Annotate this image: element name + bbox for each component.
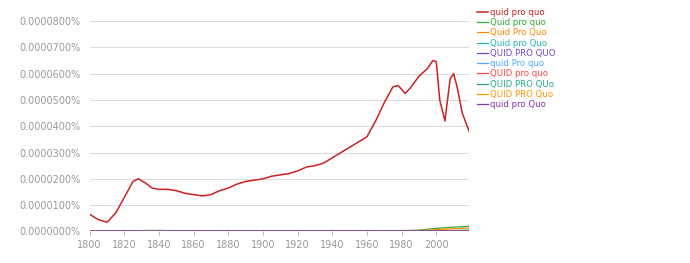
quid pro quo <box>408 84 416 87</box>
quid pro quo <box>198 194 206 198</box>
Quid pro Quo <box>465 229 473 232</box>
QUID PRO QUo <box>190 230 198 233</box>
quid pro Quo <box>425 229 433 233</box>
QUID PRO QUO <box>86 230 94 233</box>
Quid Pro Quo <box>288 229 297 232</box>
QUID PRO QUO <box>190 230 198 233</box>
Legend: quid pro quo, Quid pro quo, Quid Pro Quo, Quid pro Quo, QUID PRO QUO, quid Pro q: quid pro quo, Quid pro quo, Quid Pro Quo… <box>477 8 555 109</box>
Quid pro Quo <box>190 230 198 233</box>
quid pro Quo <box>406 229 415 233</box>
quid Pro quo <box>425 230 433 233</box>
Quid pro quo <box>425 227 433 231</box>
quid pro quo <box>290 170 298 174</box>
QUID PRO Quo <box>425 230 433 233</box>
QUID pro quo <box>86 230 94 233</box>
QUID PRO Quo <box>197 230 205 233</box>
Line: Quid Pro Quo: Quid Pro Quo <box>90 228 469 231</box>
QUID PRO QUo <box>425 230 433 233</box>
quid pro Quo <box>197 229 205 233</box>
quid pro quo <box>427 62 435 65</box>
QUID PRO Quo <box>406 230 415 233</box>
QUID PRO QUO <box>465 230 473 233</box>
QUID pro quo <box>190 230 198 233</box>
QUID pro quo <box>465 230 473 233</box>
Quid pro quo <box>197 229 205 232</box>
QUID pro quo <box>418 230 426 233</box>
QUID PRO QUo <box>418 230 426 233</box>
Line: Quid pro Quo: Quid pro Quo <box>90 230 469 231</box>
quid pro Quo <box>288 229 297 233</box>
QUID pro quo <box>425 230 433 233</box>
QUID PRO QUO <box>197 230 205 233</box>
quid Pro quo <box>86 230 94 233</box>
quid Pro quo <box>197 230 205 233</box>
quid pro Quo <box>418 229 426 233</box>
Line: quid pro quo: quid pro quo <box>90 60 469 222</box>
quid Pro quo <box>190 230 198 233</box>
QUID pro quo <box>197 230 205 233</box>
QUID PRO QUO <box>288 230 297 233</box>
QUID PRO QUO <box>406 230 415 233</box>
quid pro quo <box>86 213 94 216</box>
Quid Pro Quo <box>418 229 426 232</box>
QUID PRO Quo <box>288 230 297 233</box>
quid Pro quo <box>288 230 297 233</box>
Quid Pro Quo <box>425 229 433 232</box>
quid pro Quo <box>86 229 94 233</box>
Quid Pro Quo <box>465 226 473 230</box>
Quid pro quo <box>86 229 94 232</box>
Quid pro Quo <box>288 230 297 233</box>
Quid pro quo <box>190 229 198 232</box>
QUID PRO Quo <box>86 230 94 233</box>
Quid pro Quo <box>425 229 433 232</box>
Quid pro Quo <box>86 230 94 233</box>
QUID PRO Quo <box>190 230 198 233</box>
QUID pro quo <box>288 230 297 233</box>
Quid pro quo <box>288 229 297 232</box>
QUID PRO QUo <box>86 230 94 233</box>
QUID PRO QUO <box>418 230 426 233</box>
Quid Pro Quo <box>190 230 198 233</box>
quid pro quo <box>465 130 473 133</box>
Quid pro quo <box>406 229 415 232</box>
QUID PRO Quo <box>465 230 473 233</box>
QUID PRO QUo <box>406 230 415 233</box>
quid pro Quo <box>465 229 473 232</box>
Quid pro quo <box>418 228 426 231</box>
quid pro Quo <box>190 229 198 233</box>
quid Pro quo <box>465 230 473 233</box>
QUID PRO QUo <box>465 229 473 233</box>
Quid pro quo <box>465 225 473 228</box>
Quid pro Quo <box>197 230 205 233</box>
QUID PRO QUo <box>197 230 205 233</box>
Quid Pro Quo <box>197 230 205 233</box>
Quid pro Quo <box>418 229 426 232</box>
QUID PRO QUO <box>425 230 433 233</box>
quid pro quo <box>191 193 199 196</box>
Quid Pro Quo <box>86 230 94 233</box>
quid pro quo <box>420 70 428 73</box>
Quid Pro Quo <box>406 229 415 232</box>
Line: Quid pro quo: Quid pro quo <box>90 226 469 231</box>
quid pro quo <box>428 59 437 62</box>
QUID PRO QUo <box>288 230 297 233</box>
quid pro quo <box>103 221 111 224</box>
Quid pro Quo <box>406 230 415 233</box>
quid Pro quo <box>406 230 415 233</box>
quid Pro quo <box>418 230 426 233</box>
QUID PRO Quo <box>418 230 426 233</box>
QUID pro quo <box>406 230 415 233</box>
